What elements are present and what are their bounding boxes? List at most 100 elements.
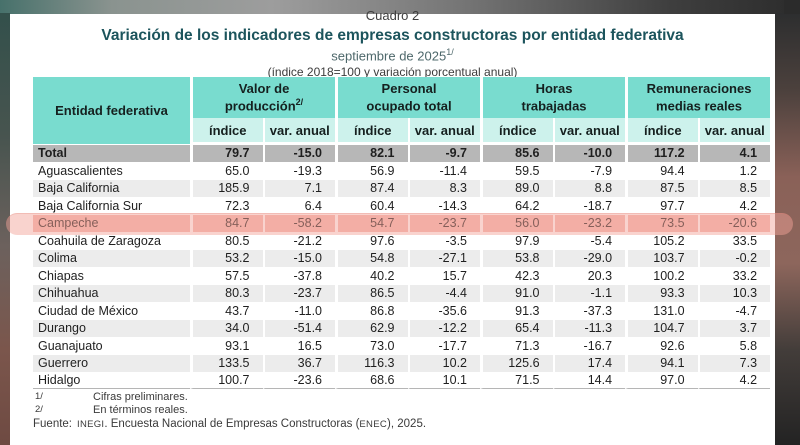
value-cell: -3.5 bbox=[407, 231, 481, 249]
index-note: (índice 2018=100 y variación porcentual … bbox=[267, 65, 518, 80]
value-cell: 93.1 bbox=[190, 336, 263, 354]
group-header-horas-trabajadas: Horas trabajadas bbox=[480, 77, 626, 118]
date-subtitle: septiembre de 20251/ bbox=[10, 47, 775, 65]
value-cell: 8.5 bbox=[697, 179, 771, 197]
value-cell: 20.3 bbox=[552, 266, 626, 284]
group-header-valor-produccion: Valor de producción2/ bbox=[190, 77, 336, 118]
value-cell: 54.7 bbox=[335, 214, 408, 232]
value-cell: 1.2 bbox=[697, 161, 771, 179]
group-header-remuneraciones: Remuneraciones medias reales bbox=[625, 77, 771, 118]
value-cell: 42.3 bbox=[480, 266, 553, 284]
entity-cell: Ciudad de México bbox=[33, 301, 190, 320]
group-header-line2: ocupado total bbox=[366, 98, 452, 114]
table-row: Colima 53.2 -15.0 54.8 -27.1 53.8 -29.0 103.7 -0… bbox=[33, 249, 771, 267]
group-header-line1: Valor de bbox=[238, 80, 290, 96]
table-row: Durango 34.0 -51.4 62.9 -12.2 65.4 -11.3 104.7 3… bbox=[33, 319, 771, 337]
source-line: Fuente: INEGI. Encuesta Nacional de Empre… bbox=[33, 418, 427, 430]
value-cell: 94.4 bbox=[625, 161, 698, 179]
table-row: Total 79.7 -15.0 82.1 -9.7 85.6 -10.0 117.2 4.1 bbox=[33, 144, 771, 162]
value-cell: -51.4 bbox=[262, 319, 336, 337]
entity-cell: Coahuila de Zaragoza bbox=[33, 231, 190, 250]
entity-cell: Baja California bbox=[33, 179, 190, 197]
value-cell: 91.0 bbox=[480, 284, 553, 302]
table-row: Hidalgo 100.7 -23.6 68.6 10.1 71.5 14.4 97.0 4.2 bbox=[33, 371, 771, 389]
value-cell: 85.6 bbox=[480, 144, 553, 162]
value-cell: 53.8 bbox=[480, 249, 553, 267]
entity-cell: Total bbox=[33, 144, 190, 162]
table-row: Chiapas 57.5 -37.8 40.2 15.7 42.3 20.3 100.2 33.… bbox=[33, 266, 771, 284]
source-label: Fuente: bbox=[33, 418, 72, 430]
value-cell: -35.6 bbox=[407, 301, 481, 319]
page-title: Variación de los indicadores de empresas… bbox=[101, 27, 684, 45]
table-header: Entidad federativa Valor de producción2/… bbox=[33, 77, 771, 144]
window-edge-corner bbox=[784, 0, 800, 14]
window-edge-top bbox=[0, 0, 800, 14]
source-enec: ENEC bbox=[359, 419, 388, 430]
value-cell: -16.7 bbox=[552, 336, 626, 354]
value-cell: 4.2 bbox=[697, 196, 771, 214]
subheader-var-anual: var. anual bbox=[552, 118, 626, 144]
value-cell: 86.8 bbox=[335, 301, 408, 319]
value-cell: 16.5 bbox=[262, 336, 336, 354]
group-footnote-mark: 2/ bbox=[295, 96, 304, 107]
value-cell: 133.5 bbox=[190, 354, 263, 372]
value-cell: -11.3 bbox=[552, 319, 626, 337]
entity-cell: Guanajuato bbox=[33, 336, 190, 355]
value-cell: 73.5 bbox=[625, 214, 698, 232]
value-cell: -15.0 bbox=[262, 144, 336, 162]
value-cell: 7.3 bbox=[697, 354, 771, 372]
table-row: Baja California Sur 72.3 6.4 60.4 -14.3 64.2-… bbox=[33, 196, 771, 214]
value-cell: -21.2 bbox=[262, 231, 336, 249]
value-cell: 71.3 bbox=[480, 336, 553, 354]
value-cell: 64.2 bbox=[480, 196, 553, 214]
value-cell: 14.4 bbox=[552, 371, 626, 389]
value-cell: 105.2 bbox=[625, 231, 698, 249]
entity-cell: Campeche bbox=[33, 214, 190, 232]
value-cell: -29.0 bbox=[552, 249, 626, 267]
footnote-mark: 1/ bbox=[35, 391, 43, 402]
value-cell: -23.7 bbox=[262, 284, 336, 302]
value-cell: 43.7 bbox=[190, 301, 263, 319]
value-cell: 60.4 bbox=[335, 196, 408, 214]
value-cell: 71.5 bbox=[480, 371, 553, 389]
table-number-label: Cuadro 2 bbox=[365, 8, 420, 23]
source-inegi: INEGI bbox=[77, 419, 105, 430]
value-cell: 10.1 bbox=[407, 371, 481, 389]
table-row: Chihuahua 80.3 -23.7 86.5 -4.4 91.0 -1.1 93.3 10… bbox=[33, 284, 771, 302]
value-cell: -23.2 bbox=[552, 214, 626, 232]
value-cell: -23.7 bbox=[407, 214, 481, 232]
value-cell: 56.0 bbox=[480, 214, 553, 232]
value-cell: 17.4 bbox=[552, 354, 626, 372]
value-cell: 40.2 bbox=[335, 266, 408, 284]
value-cell: 10.2 bbox=[407, 354, 481, 372]
indicators-table: Entidad federativa Valor de producción2/… bbox=[33, 77, 771, 389]
value-cell: 84.7 bbox=[190, 214, 263, 232]
subheader-var-anual: var. anual bbox=[697, 118, 771, 144]
value-cell: 34.0 bbox=[190, 319, 263, 337]
group-header-personal-ocupado: Personal ocupado total bbox=[335, 77, 481, 118]
value-cell: 4.2 bbox=[697, 371, 771, 389]
value-cell: -11.4 bbox=[407, 161, 481, 179]
entity-column-header: Entidad federativa bbox=[33, 77, 190, 144]
value-cell: -1.1 bbox=[552, 284, 626, 302]
value-cell: 68.6 bbox=[335, 371, 408, 389]
value-cell: 62.9 bbox=[335, 319, 408, 337]
value-cell: 36.7 bbox=[262, 354, 336, 372]
footnote-text: Cifras preliminares. bbox=[93, 391, 188, 403]
value-cell: 93.3 bbox=[625, 284, 698, 302]
value-cell: 73.0 bbox=[335, 336, 408, 354]
value-cell: 33.5 bbox=[697, 231, 771, 249]
table-row: Campeche 84.7 -58.2 54.7 -23.7 56.0 -23.2 73.5-… bbox=[33, 214, 771, 232]
value-cell: 7.1 bbox=[262, 179, 336, 197]
value-cell: 87.5 bbox=[625, 179, 698, 197]
subheader-indice: índice bbox=[480, 118, 553, 144]
value-cell: 100.2 bbox=[625, 266, 698, 284]
value-cell: 5.8 bbox=[697, 336, 771, 354]
entity-cell: Aguascalientes bbox=[33, 161, 190, 180]
group-header-line2: trabajadas bbox=[521, 98, 587, 114]
footnotes: 1/Cifras preliminares. 2/En términos rea… bbox=[33, 391, 427, 430]
value-cell: -9.7 bbox=[407, 144, 481, 162]
value-cell: -5.4 bbox=[552, 231, 626, 249]
table-body: Total 79.7 -15.0 82.1 -9.7 85.6 -10.0 117.2 4.1 A… bbox=[33, 144, 771, 389]
value-cell: 80.3 bbox=[190, 284, 263, 302]
